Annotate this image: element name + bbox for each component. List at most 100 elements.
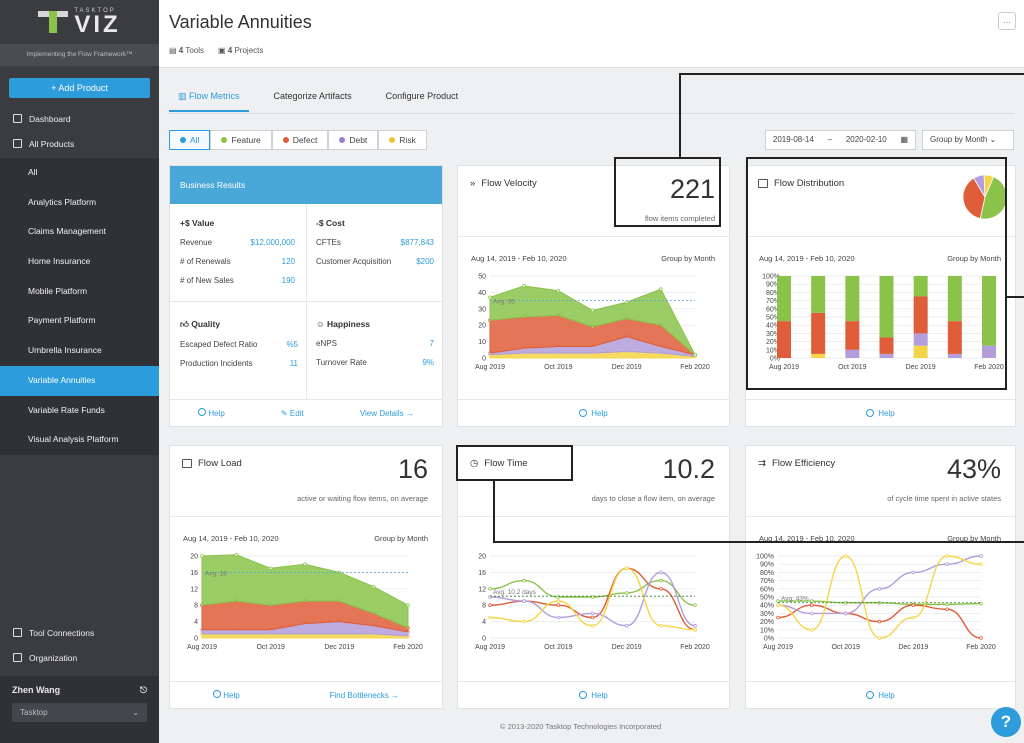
load-group: Group by Month bbox=[374, 534, 428, 543]
distribution-help-link[interactable]: Help bbox=[746, 399, 1015, 426]
org-select[interactable]: Tasktop ⌄ bbox=[12, 703, 147, 722]
org-select-value: Tasktop bbox=[20, 708, 48, 717]
data-point bbox=[522, 599, 526, 603]
bar-segment-feature bbox=[811, 276, 826, 313]
average-label: Avg: 43% bbox=[781, 596, 809, 603]
series-line-risk bbox=[489, 567, 696, 631]
product-item[interactable]: All bbox=[28, 167, 38, 177]
bar-segment-feature bbox=[947, 276, 962, 322]
quality-value[interactable]: 11 bbox=[289, 359, 298, 368]
flow-efficiency-chart: 0% 10%20%30%40%50% 60%70%80%90%100% Aug 201… bbox=[756, 554, 996, 652]
distribution-title: Flow Distribution bbox=[774, 178, 845, 189]
calendar-icon[interactable]: ▦ bbox=[900, 135, 909, 144]
help-label: Help bbox=[208, 409, 225, 418]
load-subtitle: active or waiting flow items, on average bbox=[297, 494, 428, 503]
load-icon bbox=[182, 459, 192, 468]
date-to[interactable]: 2020-02-10 bbox=[845, 135, 887, 144]
thumbs-up-icon: 👍︎ bbox=[180, 319, 192, 329]
nav-tool-connections[interactable]: Tool Connections bbox=[0, 620, 159, 645]
tools-count[interactable]: ▤ 4 Tools bbox=[169, 46, 204, 55]
chart-icon: ▥ bbox=[178, 91, 190, 101]
date-from[interactable]: 2019-08-14 bbox=[772, 135, 814, 144]
happiness-value[interactable]: 7 bbox=[429, 339, 434, 348]
product-item[interactable]: Variable Rate Funds bbox=[28, 404, 105, 415]
nav-dashboard[interactable]: Dashboard bbox=[0, 106, 159, 131]
logo[interactable]: TASKTOP VIZ bbox=[0, 0, 159, 44]
date-range-picker[interactable]: 2019-08-14 – 2020-02-10 ▦ bbox=[765, 130, 916, 150]
filter-defect[interactable]: Defect bbox=[271, 130, 329, 150]
projects-count[interactable]: ▣ 4 Projects bbox=[218, 46, 263, 55]
projects-number: 4 bbox=[227, 46, 233, 55]
tab-configure-product[interactable]: Configure Product bbox=[385, 91, 459, 101]
tab-categorize-artifacts[interactable]: Categorize Artifacts bbox=[273, 91, 352, 101]
nav-organization[interactable]: Organization bbox=[0, 645, 159, 670]
product-item-active[interactable]: Variable Annuities bbox=[0, 365, 159, 396]
nav-all-products[interactable]: All Products bbox=[0, 131, 159, 156]
product-item[interactable]: Claims Management bbox=[28, 226, 106, 237]
more-options-button[interactable]: ... bbox=[998, 12, 1016, 30]
y-tick-label: 0 bbox=[482, 636, 486, 643]
help-fab-button[interactable]: ? bbox=[991, 707, 1021, 737]
logout-icon[interactable]: ⎋ bbox=[139, 685, 147, 695]
velocity-help-link[interactable]: Help bbox=[458, 399, 729, 426]
y-tick-label: 8 bbox=[482, 603, 486, 610]
product-item[interactable]: Visual Analysis Platform bbox=[28, 434, 119, 445]
business-edit-link[interactable]: ✎ Edit bbox=[281, 409, 304, 418]
filter-all[interactable]: All bbox=[169, 130, 211, 150]
data-point bbox=[979, 601, 983, 606]
group-by-select[interactable]: Group by Month ⌄ bbox=[922, 130, 1014, 150]
y-tick-label: 30 bbox=[478, 306, 486, 313]
product-item[interactable]: Mobile Platform bbox=[28, 285, 88, 296]
data-point bbox=[556, 603, 561, 607]
y-tick-label: 0% bbox=[770, 356, 780, 363]
flow-efficiency-card: ⇉ Flow Efficiency 43% of cycle time spent… bbox=[745, 445, 1016, 709]
add-product-button[interactable]: + Add Product bbox=[9, 78, 150, 98]
tools-icon: ▤ bbox=[169, 46, 179, 55]
business-help-link[interactable]: Help bbox=[198, 408, 225, 418]
data-point bbox=[810, 611, 814, 616]
data-point bbox=[810, 603, 814, 607]
tools-number: 4 bbox=[178, 46, 184, 55]
pie-slice-risk bbox=[983, 174, 995, 198]
data-point bbox=[624, 566, 629, 571]
quality-value[interactable]: %5 bbox=[286, 340, 298, 349]
product-item[interactable]: Analytics Platform bbox=[28, 196, 97, 207]
data-point bbox=[776, 603, 780, 607]
y-tick-label: 70% bbox=[766, 298, 780, 305]
load-help-link[interactable]: Help bbox=[212, 690, 240, 700]
brand-big: VIZ bbox=[74, 11, 121, 38]
data-point bbox=[979, 554, 983, 558]
data-point bbox=[200, 554, 204, 558]
flowtime-title: Flow Time bbox=[484, 458, 528, 469]
tagline: Implementing the Flow Framework™ bbox=[0, 44, 159, 66]
quality-title: Quality bbox=[191, 319, 221, 329]
tab-flow-metrics[interactable]: ▥ Flow Metrics bbox=[169, 82, 249, 112]
page-title: Variable Annuities bbox=[169, 12, 312, 32]
average-label: Avg: 16 bbox=[205, 570, 227, 577]
smiley-icon: ☺ bbox=[316, 319, 328, 329]
data-point bbox=[843, 611, 848, 616]
nav-all-products-label: All Products bbox=[29, 138, 75, 149]
data-point bbox=[488, 295, 492, 300]
cost-amount[interactable]: $877,843 bbox=[400, 238, 434, 247]
view-details-link[interactable]: View Details → bbox=[360, 409, 414, 418]
product-item[interactable]: Umbrella Insurance bbox=[28, 345, 102, 356]
x-tick-label: Feb 2020 bbox=[966, 644, 996, 651]
product-item[interactable]: Home Insurance bbox=[28, 256, 91, 267]
cost-amount[interactable]: $200 bbox=[416, 257, 434, 266]
x-tick-label: Oct 2019 bbox=[544, 644, 573, 651]
efficiency-help-link[interactable]: Help bbox=[746, 681, 1015, 708]
happiness-value[interactable]: 9% bbox=[422, 358, 434, 367]
find-bottlenecks-link[interactable]: Find Bottlenecks → bbox=[330, 691, 399, 700]
filter-debt-label: Debt bbox=[349, 135, 368, 145]
value-amount[interactable]: $12,000,000 bbox=[250, 238, 296, 247]
data-point bbox=[693, 623, 697, 628]
filter-risk[interactable]: Risk bbox=[378, 130, 427, 150]
data-point bbox=[624, 300, 629, 305]
flowtime-help-link[interactable]: Help bbox=[458, 681, 729, 708]
value-amount[interactable]: 120 bbox=[281, 257, 295, 266]
filter-feature[interactable]: Feature bbox=[210, 130, 272, 150]
product-item[interactable]: Payment Platform bbox=[28, 315, 96, 326]
value-amount[interactable]: 190 bbox=[281, 276, 295, 285]
filter-debt[interactable]: Debt bbox=[328, 130, 379, 150]
